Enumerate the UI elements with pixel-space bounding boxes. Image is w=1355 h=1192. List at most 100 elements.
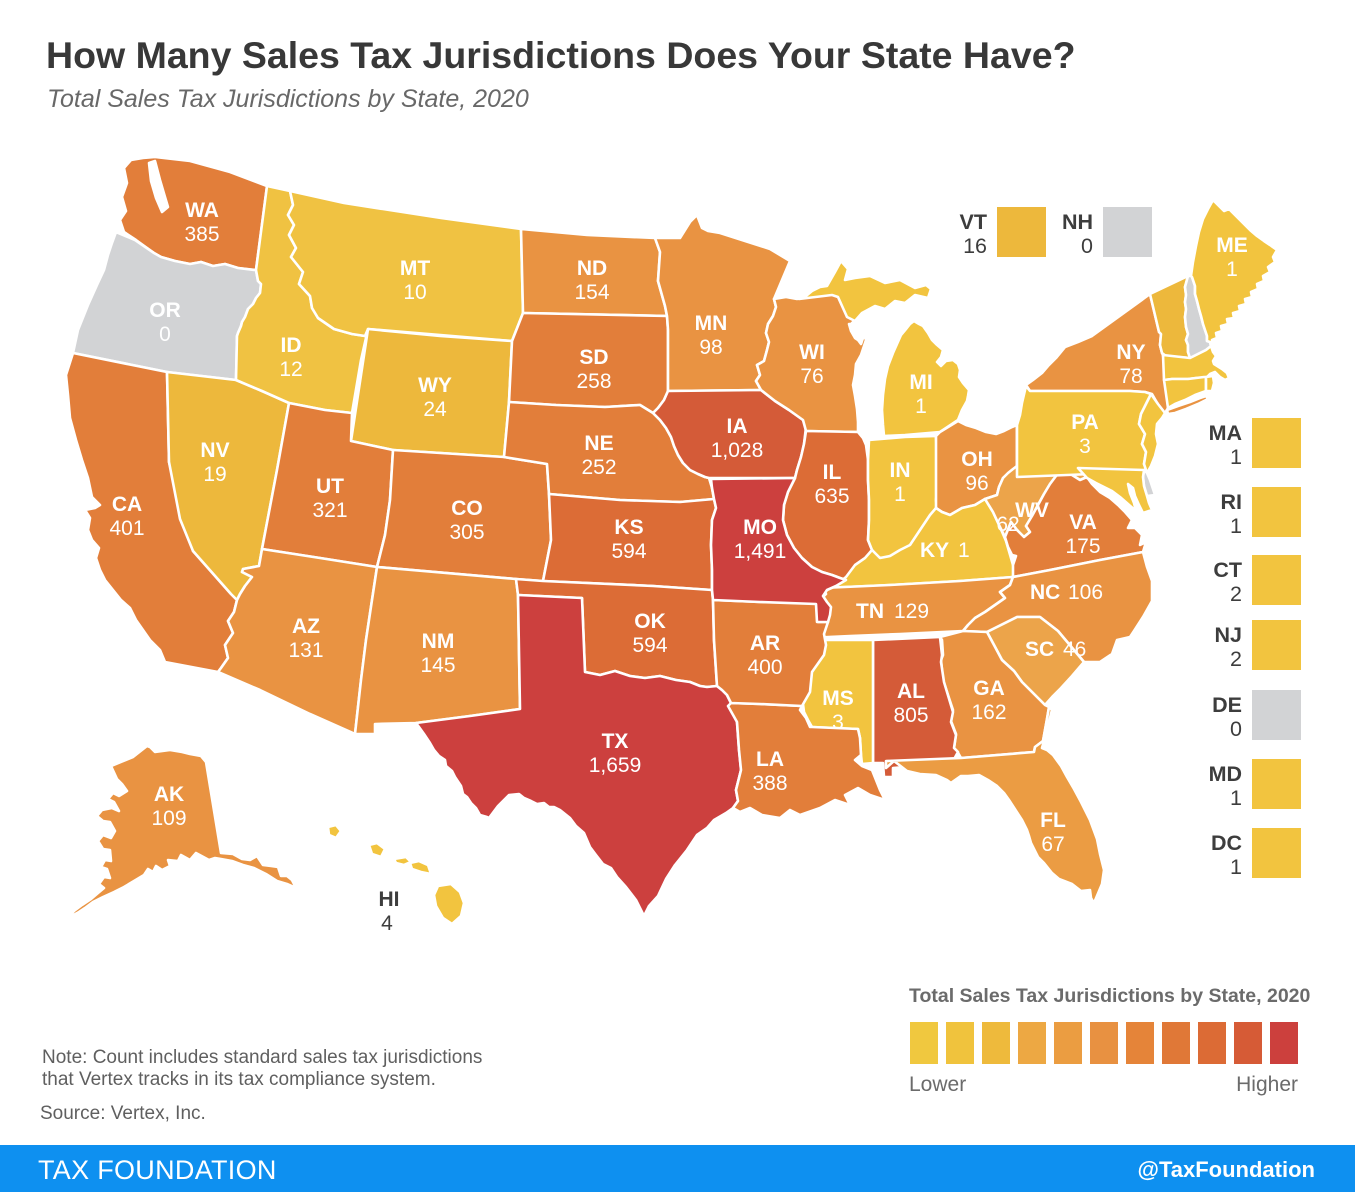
svg-text:106: 106 [1068,581,1103,604]
svg-text:252: 252 [581,456,616,479]
svg-text:258: 258 [576,370,611,393]
svg-text:FL: FL [1040,809,1066,832]
svg-text:145: 145 [420,654,455,677]
svg-text:IA: IA [727,415,748,438]
svg-text:TX: TX [602,730,629,753]
svg-text:GA: GA [973,677,1005,700]
svg-text:MD: MD [1209,762,1242,786]
svg-text:Higher: Higher [1236,1073,1298,1096]
svg-text:VT: VT [960,210,987,234]
svg-text:321: 321 [312,499,347,522]
svg-text:NY: NY [1116,341,1145,364]
svg-text:1,491: 1,491 [734,540,787,563]
svg-text:2: 2 [1230,582,1242,606]
svg-text:DC: DC [1211,831,1242,855]
svg-text:NE: NE [584,432,613,455]
svg-text:NJ: NJ [1215,623,1242,647]
svg-text:IN: IN [890,459,911,482]
svg-text:1,659: 1,659 [589,754,642,777]
svg-text:IL: IL [823,461,842,484]
svg-text:MO: MO [743,516,777,539]
svg-text:175: 175 [1065,535,1100,558]
svg-text:HI: HI [379,888,400,911]
svg-text:OR: OR [149,299,181,322]
svg-text:154: 154 [574,281,609,304]
svg-text:MA: MA [1209,421,1242,445]
svg-text:62: 62 [996,513,1019,536]
svg-text:1: 1 [1230,445,1242,469]
svg-text:594: 594 [632,634,667,657]
svg-text:WY: WY [418,374,452,397]
svg-text:78: 78 [1119,365,1142,388]
svg-text:ID: ID [281,334,302,357]
svg-text:805: 805 [893,704,928,727]
svg-text:AZ: AZ [292,615,320,638]
svg-text:ME: ME [1216,234,1248,257]
svg-text:TN: TN [856,600,884,623]
svg-text:635: 635 [814,485,849,508]
svg-text:OH: OH [961,448,993,471]
svg-text:16: 16 [963,234,987,258]
svg-text:KY: KY [920,539,949,562]
svg-text:98: 98 [699,336,722,359]
svg-text:46: 46 [1063,638,1086,661]
svg-text:RI: RI [1221,490,1243,514]
svg-text:10: 10 [403,281,426,304]
svg-text:WI: WI [799,341,825,364]
svg-text:305: 305 [449,521,484,544]
svg-text:109: 109 [151,807,186,830]
svg-text:Lower: Lower [909,1073,966,1096]
svg-text:0: 0 [159,323,171,346]
svg-text:CO: CO [451,497,483,520]
svg-text:VA: VA [1069,511,1097,534]
svg-text:1,028: 1,028 [711,439,764,462]
svg-text:1: 1 [894,483,906,506]
svg-text:2: 2 [1230,647,1242,671]
svg-text:WA: WA [185,199,219,222]
svg-text:NC: NC [1030,581,1060,604]
svg-text:131: 131 [288,639,323,662]
svg-text:MN: MN [695,312,728,335]
svg-text:LA: LA [756,748,784,771]
svg-text:400: 400 [747,656,782,679]
svg-text:DE: DE [1212,693,1242,717]
svg-text:4: 4 [381,912,393,935]
svg-text:KS: KS [614,516,643,539]
svg-text:1: 1 [1226,258,1238,281]
svg-text:NH: NH [1062,210,1093,234]
svg-text:AL: AL [897,680,925,703]
svg-text:SD: SD [579,346,608,369]
svg-text:OK: OK [634,610,666,633]
svg-text:MT: MT [400,257,430,280]
svg-text:1: 1 [1230,786,1242,810]
svg-text:Total Sales Tax Jurisdictions: Total Sales Tax Jurisdictions by State, … [909,985,1311,1007]
svg-text:594: 594 [611,540,646,563]
svg-text:WV: WV [1015,499,1049,522]
svg-text:3: 3 [832,711,844,734]
svg-text:0: 0 [1081,234,1093,258]
svg-text:CT: CT [1213,558,1242,582]
svg-text:96: 96 [965,472,988,495]
svg-text:1: 1 [1230,514,1242,538]
svg-text:385: 385 [184,223,219,246]
svg-text:PA: PA [1071,411,1099,434]
svg-text:1: 1 [915,395,927,418]
svg-text:67: 67 [1041,833,1064,856]
svg-text:1: 1 [958,539,970,562]
svg-text:SC: SC [1025,638,1054,661]
svg-text:0: 0 [1230,717,1242,741]
svg-text:19: 19 [203,463,226,486]
svg-text:12: 12 [279,358,302,381]
svg-text:AR: AR [750,632,780,655]
svg-text:MI: MI [909,371,932,394]
svg-text:401: 401 [109,517,144,540]
svg-text:162: 162 [971,701,1006,724]
svg-text:MS: MS [822,687,854,710]
svg-text:NM: NM [422,630,455,653]
svg-text:AK: AK [154,783,184,806]
svg-text:76: 76 [800,365,823,388]
svg-text:NV: NV [200,439,229,462]
svg-text:1: 1 [1230,855,1242,879]
svg-text:UT: UT [316,475,344,498]
svg-text:ND: ND [577,257,607,280]
